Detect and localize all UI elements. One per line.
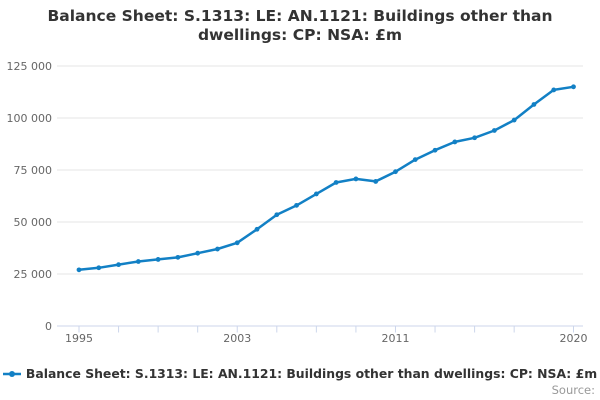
y-axis-label: 50 000	[14, 216, 53, 229]
x-axis-label: 2020	[560, 332, 588, 345]
data-point[interactable]	[353, 176, 359, 182]
chart-title: Balance Sheet: S.1313: LE: AN.1121: Buil…	[0, 7, 600, 45]
data-point[interactable]	[393, 169, 398, 175]
data-point[interactable]	[175, 254, 181, 260]
data-point[interactable]	[452, 139, 458, 145]
data-point[interactable]	[96, 265, 102, 271]
data-point[interactable]	[432, 147, 438, 153]
y-axis-label: 100 000	[7, 112, 53, 125]
data-point[interactable]	[76, 267, 82, 273]
data-point[interactable]	[313, 191, 319, 197]
data-point[interactable]	[116, 262, 121, 268]
data-point[interactable]	[373, 179, 379, 184]
y-axis-label: 25 000	[14, 268, 53, 281]
data-point[interactable]	[294, 202, 299, 208]
x-axis-label: 1995	[65, 332, 93, 345]
data-point[interactable]	[531, 102, 537, 107]
series-line	[77, 85, 575, 272]
legend-marker-dot	[8, 370, 15, 377]
chart-title-line1: Balance Sheet: S.1313: LE: AN.1121: Buil…	[47, 7, 553, 25]
data-point[interactable]	[511, 117, 517, 123]
legend-label: Balance Sheet: S.1313: LE: AN.1121: Buil…	[25, 366, 598, 381]
legend-item[interactable]: Balance Sheet: S.1313: LE: AN.1121: Buil…	[0, 366, 600, 381]
data-point[interactable]	[333, 180, 339, 185]
data-point[interactable]	[135, 259, 141, 264]
data-point[interactable]	[254, 226, 260, 232]
data-point[interactable]	[412, 157, 418, 163]
data-point[interactable]	[491, 128, 497, 133]
data-point[interactable]	[472, 135, 477, 141]
legend-line-marker-icon	[2, 369, 21, 379]
plot-area: 0 25 000 50 000 75 000 100 000 125 000 1995 200…	[7, 60, 588, 345]
data-point[interactable]	[155, 257, 161, 262]
chart-title-line2: dwellings: CP: NSA: £m	[197, 26, 403, 45]
data-point[interactable]	[274, 212, 280, 218]
x-axis-label: 2003	[223, 332, 251, 345]
x-axis-label: 2011	[381, 332, 409, 345]
y-axis-label: 0	[45, 320, 52, 333]
data-point[interactable]	[215, 246, 220, 252]
data-point[interactable]	[571, 84, 576, 90]
y-axis-label: 75 000	[14, 164, 53, 177]
y-axis-label: 125 000	[7, 60, 53, 73]
source-label: Source:	[551, 383, 595, 397]
data-point[interactable]	[551, 87, 557, 93]
data-point[interactable]	[234, 240, 240, 246]
data-point[interactable]	[195, 250, 201, 256]
